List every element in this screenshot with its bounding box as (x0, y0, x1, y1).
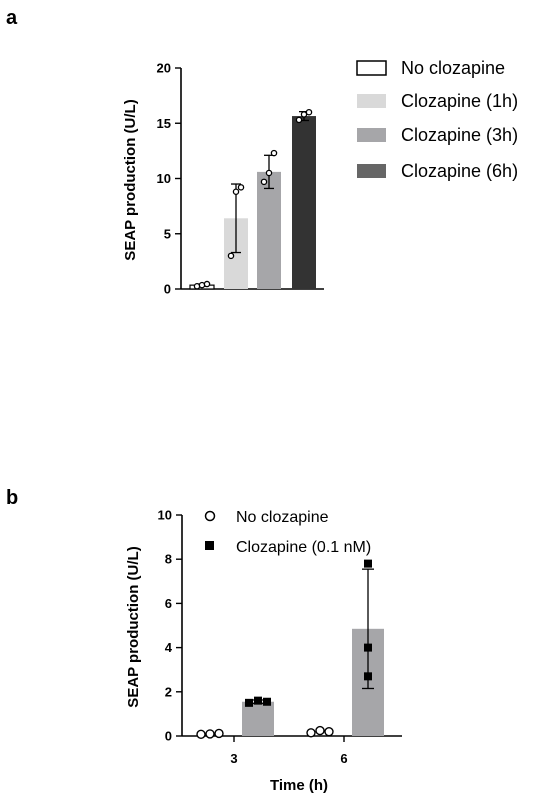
data-point-no-clozapine (205, 729, 215, 739)
legend-label-3: Clozapine (3h) (401, 125, 518, 145)
panel-label-b: b (6, 487, 18, 509)
legend-swatch-1 (356, 60, 387, 76)
data-point-no-clozapine (196, 729, 206, 740)
bar-4 (292, 116, 316, 289)
y-tick-label-b: 10 (158, 508, 172, 523)
y-axis-title-a: SEAP production (U/L) (122, 99, 139, 260)
y-tick-label-a: 10 (157, 171, 171, 186)
data-point-clozapine (254, 696, 262, 705)
chart-panel-b: 0 2 4 6 8 10 3 6 No clozapine Clozapine (0.1 nM) (158, 508, 402, 766)
data-point-clozapine (364, 559, 372, 568)
data-point (198, 281, 206, 289)
data-point-no-clozapine (306, 728, 316, 738)
data-point (227, 252, 235, 260)
legend-marker-no-clozapine (204, 510, 216, 522)
data-point-clozapine (364, 672, 372, 681)
data-point-no-clozapine (315, 725, 325, 736)
legend-label-4: Clozapine (6h) (401, 161, 518, 181)
data-point (260, 178, 268, 186)
data-point (237, 184, 245, 191)
legend-label-clozapine: Clozapine (0.1 nM) (236, 539, 371, 556)
x-tick-label-b: 6 (340, 751, 347, 766)
data-point (270, 149, 278, 157)
y-tick-label-b: 2 (165, 684, 172, 699)
legend-swatch-2 (357, 94, 386, 108)
data-point (295, 116, 303, 124)
panel-label-a: a (6, 7, 18, 29)
y-tick-label-a: 20 (157, 61, 171, 76)
data-point (300, 111, 308, 118)
data-point-clozapine (245, 698, 253, 707)
legend-marker-clozapine (205, 541, 214, 550)
bar-3 (257, 171, 281, 289)
data-point-clozapine (364, 643, 372, 652)
y-tick-label-a: 0 (164, 282, 171, 297)
y-tick-label-b: 4 (165, 640, 173, 655)
x-axis-title-b: Time (h) (270, 777, 328, 794)
bar-clozapine-3 (242, 701, 274, 736)
y-tick-label-a: 5 (164, 226, 171, 241)
legend-label-1: No clozapine (401, 58, 505, 78)
legend-swatch-4 (357, 164, 386, 178)
legend-swatch-3 (357, 128, 386, 142)
data-point (203, 280, 211, 288)
data-point (265, 169, 273, 177)
data-point (193, 282, 201, 290)
data-point-no-clozapine (324, 726, 334, 737)
y-tick-label-b: 6 (165, 596, 172, 611)
y-tick-label-b: 8 (165, 552, 172, 567)
data-point (232, 188, 240, 196)
chart-panel-a: 0 5 10 15 20 No clozapine Clozapine (1h) Clozap… (157, 58, 519, 297)
y-tick-label-b: 0 (165, 729, 172, 744)
data-point-no-clozapine (214, 728, 224, 739)
legend-label-no-clozapine: No clozapine (236, 509, 329, 526)
y-axis-title-b: SEAP production (U/L) (125, 546, 142, 707)
y-tick-label-a: 15 (157, 116, 171, 131)
data-point (305, 108, 313, 116)
data-point-clozapine (263, 697, 271, 706)
x-tick-label-b: 3 (230, 751, 237, 766)
legend-label-2: Clozapine (1h) (401, 91, 518, 111)
